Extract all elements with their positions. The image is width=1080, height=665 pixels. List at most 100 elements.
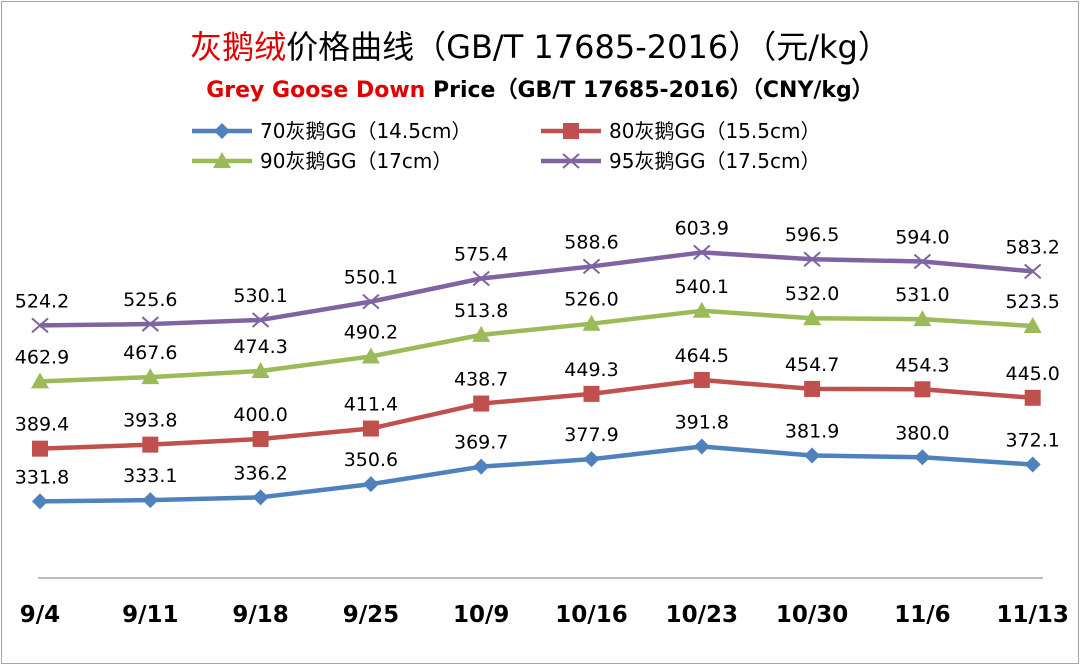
legend-label: 80灰鹅GG（15.5cm） bbox=[609, 119, 820, 143]
data-point bbox=[1024, 389, 1041, 406]
series-4: 524.2 525.6 530.1 550.1 575.4 588.6 603.9 596.5… bbox=[15, 217, 1060, 334]
series-1: 331.8 333.1 336.2 350.6 369.7 377.9 391.8 381.9… bbox=[15, 411, 1060, 510]
data-label: 524.2 bbox=[15, 290, 69, 312]
data-point bbox=[473, 458, 490, 475]
data-label: 550.1 bbox=[344, 267, 398, 289]
data-label: 594.0 bbox=[895, 226, 949, 248]
data-label: 575.4 bbox=[454, 244, 508, 266]
data-point bbox=[362, 293, 380, 310]
legend-label: 70灰鹅GG（14.5cm） bbox=[260, 119, 471, 143]
data-label: 454.3 bbox=[895, 354, 949, 376]
data-label: 393.8 bbox=[123, 410, 177, 432]
data-point bbox=[32, 493, 48, 510]
data-point bbox=[252, 430, 269, 447]
data-point bbox=[31, 317, 49, 334]
data-label: 474.3 bbox=[233, 336, 287, 358]
data-label: 454.7 bbox=[785, 354, 839, 376]
data-point bbox=[582, 258, 601, 275]
data-label: 372.1 bbox=[1005, 429, 1059, 451]
series-3: 462.9 467.6 474.3 490.2 513.8 526.0 540.1 532.0… bbox=[15, 276, 1060, 389]
data-point bbox=[472, 270, 490, 287]
chart-title-cn: 灰鹅绒价格曲线（GB/T 17685-2016）（元/kg） bbox=[0, 22, 1080, 68]
data-label: 400.0 bbox=[233, 404, 287, 426]
chart-title-cn-rest: 价格曲线（GB/T 17685-2016）（元/kg） bbox=[286, 28, 890, 66]
legend-marker bbox=[562, 153, 580, 169]
legend-label: 95灰鹅GG（17.5cm） bbox=[609, 149, 820, 173]
data-label: 513.8 bbox=[454, 300, 508, 322]
x-tick-label: 11/6 bbox=[894, 602, 950, 628]
data-label: 526.0 bbox=[564, 289, 618, 311]
data-point bbox=[692, 301, 711, 318]
data-label: 381.9 bbox=[785, 421, 839, 443]
data-label: 389.4 bbox=[15, 414, 69, 436]
data-point bbox=[472, 325, 491, 342]
data-point bbox=[913, 310, 932, 327]
x-tick-label: 10/30 bbox=[776, 602, 848, 628]
data-point bbox=[1024, 456, 1041, 473]
data-point bbox=[693, 244, 711, 261]
data-point bbox=[804, 447, 821, 464]
data-label: 525.6 bbox=[123, 289, 177, 311]
legend-item: 80灰鹅GG（15.5cm） bbox=[541, 119, 820, 143]
data-point bbox=[362, 476, 379, 493]
data-label: 583.2 bbox=[1005, 236, 1059, 258]
data-point bbox=[141, 316, 159, 332]
data-label: 464.5 bbox=[675, 345, 729, 367]
data-point bbox=[251, 312, 270, 328]
legend-marker bbox=[213, 152, 231, 168]
data-point bbox=[473, 395, 490, 412]
data-label: 588.6 bbox=[564, 231, 618, 253]
data-label: 540.1 bbox=[675, 276, 729, 298]
data-label: 462.9 bbox=[15, 346, 69, 368]
data-point bbox=[913, 253, 932, 270]
chart-title-en: Grey Goose Down Price（GB/T 17685-2016）（C… bbox=[0, 72, 1080, 104]
series-line bbox=[39, 377, 1033, 451]
chart-title-cn-highlight: 灰鹅绒 bbox=[190, 28, 287, 66]
legend-item: 70灰鹅GG（14.5cm） bbox=[192, 119, 471, 143]
legend-item: 90灰鹅GG（17cm） bbox=[192, 149, 452, 173]
data-point bbox=[583, 451, 600, 468]
data-point bbox=[362, 420, 379, 437]
x-tick-label: 10/16 bbox=[555, 602, 627, 628]
x-tick-label: 9/25 bbox=[343, 602, 399, 628]
data-point bbox=[1023, 316, 1042, 333]
data-point bbox=[142, 436, 159, 453]
legend-item: 95灰鹅GG（17.5cm） bbox=[541, 149, 820, 173]
data-label: 490.2 bbox=[344, 321, 398, 343]
series-line bbox=[39, 308, 1033, 384]
data-point bbox=[804, 380, 821, 397]
chart-title-en-highlight: Grey Goose Down bbox=[206, 78, 426, 103]
data-label: 531.0 bbox=[895, 284, 949, 306]
x-tick-label: 9/4 bbox=[20, 602, 60, 628]
data-point bbox=[251, 361, 270, 378]
data-label: 467.6 bbox=[123, 342, 177, 364]
data-point bbox=[803, 309, 822, 326]
series-line bbox=[39, 444, 1033, 504]
data-label: 350.6 bbox=[344, 449, 398, 471]
data-point bbox=[142, 492, 159, 509]
legend-marker bbox=[563, 123, 579, 139]
data-label: 380.0 bbox=[895, 422, 949, 444]
x-tick-label: 10/23 bbox=[666, 602, 738, 628]
data-point bbox=[1024, 263, 1042, 280]
series-line bbox=[39, 250, 1033, 328]
data-label: 596.5 bbox=[785, 224, 839, 246]
data-label: 336.2 bbox=[233, 462, 287, 484]
data-point bbox=[803, 251, 821, 267]
legend-marker bbox=[214, 123, 230, 139]
data-label: 333.1 bbox=[123, 465, 177, 487]
data-label: 411.4 bbox=[344, 394, 398, 416]
data-point bbox=[361, 347, 380, 364]
series-2: 389.4 393.8 400.0 411.4 438.7 449.3 464.5 454.7… bbox=[15, 345, 1060, 457]
data-label: 603.9 bbox=[675, 217, 729, 239]
legend-label: 90灰鹅GG（17cm） bbox=[260, 149, 452, 173]
data-label: 369.7 bbox=[454, 432, 508, 454]
x-tick-label: 9/18 bbox=[232, 602, 288, 628]
data-point bbox=[914, 381, 931, 398]
data-point bbox=[583, 385, 600, 402]
data-point bbox=[31, 372, 49, 389]
data-label: 532.0 bbox=[785, 283, 839, 305]
data-point bbox=[252, 489, 269, 506]
